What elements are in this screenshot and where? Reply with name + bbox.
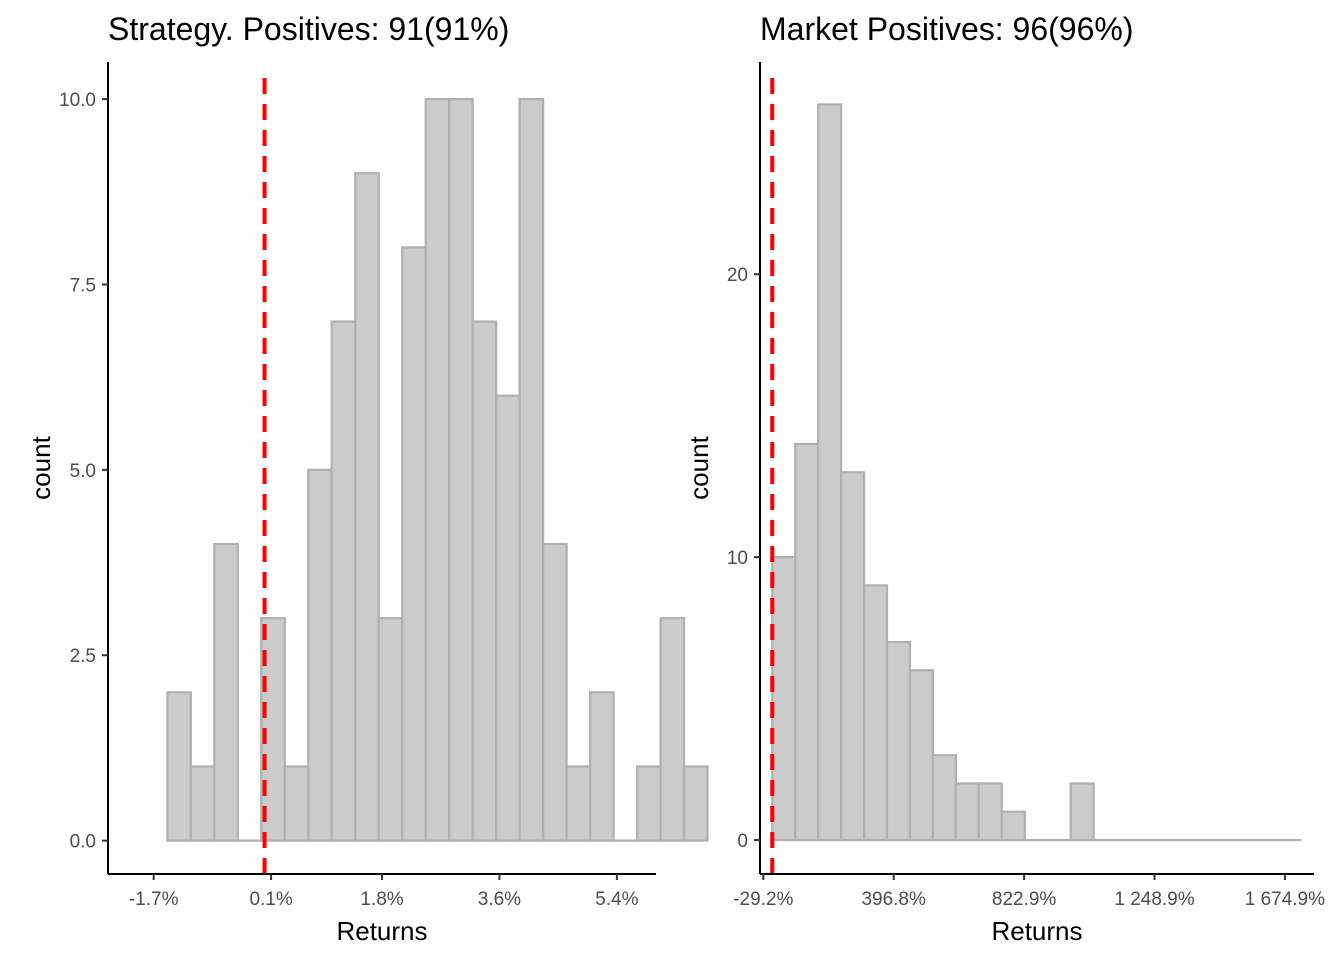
histogram-bar (931, 754, 957, 842)
histogram-bar (840, 471, 866, 842)
histogram-bar (908, 669, 935, 842)
histogram-bar (589, 691, 615, 842)
y-tick-label: 10 (727, 548, 748, 569)
histogram-bar (166, 691, 192, 842)
histogram-bar (542, 542, 568, 842)
histogram-bar (682, 765, 709, 842)
histogram-bar (635, 765, 662, 842)
x-tick-label: -29.2% (733, 889, 793, 910)
histogram-bar (565, 765, 592, 842)
histogram-bar (954, 782, 980, 842)
histogram-bar (213, 542, 239, 842)
x-tick-label: 1 248.9% (1114, 889, 1194, 910)
histogram-bar (659, 617, 686, 842)
x-tick-label: -1.7% (129, 889, 179, 910)
x-tick-label: 1 674.9% (1245, 889, 1325, 910)
histogram-bar (518, 97, 545, 842)
y-tick-label: 2.5 (70, 646, 96, 667)
histogram-bar (1000, 810, 1026, 842)
histogram-bar (260, 617, 286, 842)
histogram-bar (794, 442, 820, 842)
histogram-bar (495, 394, 521, 842)
y-tick-label: 10.0 (59, 90, 96, 111)
x-axis-label: Returns (336, 916, 427, 946)
y-axis-label: count (26, 435, 56, 499)
histogram-bar (977, 782, 1003, 842)
y-tick-label: 0 (737, 831, 748, 852)
y-tick-label: 0.0 (70, 832, 96, 853)
histogram-bar (885, 640, 912, 842)
x-tick-label: 396.8% (861, 889, 926, 910)
chart-title: Strategy. Positives: 91(91%) (108, 11, 509, 47)
histogram-bar (283, 765, 310, 842)
x-tick-label: 1.8% (360, 889, 403, 910)
y-tick-label: 7.5 (70, 275, 96, 296)
y-tick-label: 5.0 (70, 461, 96, 482)
histogram-bar (862, 584, 889, 842)
histogram-bar (817, 103, 843, 842)
chart-title: Market Positives: 96(96%) (760, 11, 1133, 47)
market-histogram-panel: Market Positives: 96(96%) 0 10 20 -29.2% 396.… (684, 11, 1325, 946)
histogram-bar (330, 320, 357, 842)
x-axis-label: Returns (991, 916, 1082, 946)
y-tick-label: 20 (727, 265, 748, 286)
x-tick-label: 3.6% (478, 889, 521, 910)
histogram-bar (354, 172, 380, 842)
histogram-bar (471, 320, 498, 842)
x-tick-label: 5.4% (595, 889, 638, 910)
histogram-bar (377, 617, 404, 842)
histogram-bar (307, 468, 333, 842)
histogram-bar (401, 246, 427, 842)
histogram-bar (189, 765, 216, 842)
x-tick-label: 822.9% (992, 889, 1057, 910)
histogram-bar (771, 556, 797, 842)
y-axis-label: count (684, 435, 714, 499)
strategy-histogram-panel: Strategy. Positives: 91(91%) 0.0 2.5 5.0 7.5… (26, 11, 709, 946)
x-tick-label: 0.1% (249, 889, 292, 910)
histogram-bar (1069, 782, 1095, 842)
histogram-bar (424, 97, 451, 842)
histogram-bar (448, 97, 474, 842)
